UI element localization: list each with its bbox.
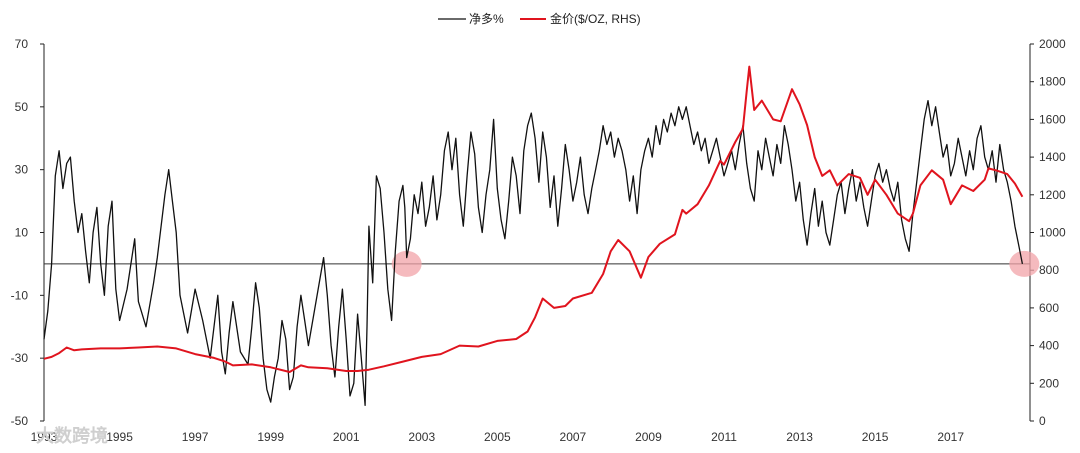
- x-tick-label: 1997: [182, 430, 209, 444]
- right-tick-label: 0: [1039, 414, 1046, 428]
- left-tick-label: 70: [15, 37, 29, 51]
- x-tick-label: 2001: [333, 430, 360, 444]
- left-tick-label: 50: [15, 100, 29, 114]
- right-tick-label: 1800: [1039, 75, 1066, 89]
- x-tick-label: 1999: [257, 430, 284, 444]
- legend-label-net-long: 净多%: [469, 12, 504, 26]
- left-tick-label: -30: [11, 351, 29, 365]
- x-tick-label: 2007: [560, 430, 587, 444]
- right-tick-label: 1200: [1039, 188, 1066, 202]
- right-tick-label: 200: [1039, 376, 1059, 390]
- series-line-gold-price: [43, 65, 1024, 373]
- series-line-net-long: [43, 99, 1024, 406]
- highlight-circle: [1009, 250, 1040, 277]
- right-tick-label: 600: [1039, 301, 1059, 315]
- x-tick-label: 1995: [106, 430, 133, 444]
- right-tick-label: 2000: [1039, 37, 1066, 51]
- left-tick-label: 30: [15, 163, 29, 177]
- right-tick-label: 1600: [1039, 112, 1066, 126]
- highlight-circle: [391, 250, 422, 277]
- watermark-text: 大数跨境: [36, 425, 108, 447]
- x-tick-label: 1993: [31, 430, 58, 444]
- x-tick-label: 2013: [786, 430, 813, 444]
- x-tick-label: 2015: [862, 430, 889, 444]
- x-tick-label: 2009: [635, 430, 662, 444]
- left-tick-label: -50: [11, 414, 29, 428]
- right-tick-label: 800: [1039, 263, 1059, 277]
- right-tick-label: 400: [1039, 339, 1059, 353]
- x-tick-label: 2003: [408, 430, 435, 444]
- legend-label-gold-price: 金价($/OZ, RHS): [550, 11, 641, 26]
- x-tick-label: 2005: [484, 430, 511, 444]
- legend: 净多% 金价($/OZ, RHS): [438, 11, 641, 26]
- plot-area: [43, 65, 1040, 406]
- axes: 70503010-10-30-5020001800160014001200100…: [11, 37, 1066, 444]
- left-tick-label: -10: [11, 288, 29, 302]
- x-tick-label: 2017: [937, 430, 964, 444]
- right-tick-label: 1000: [1039, 226, 1066, 240]
- left-tick-label: 10: [15, 226, 29, 240]
- x-tick-label: 2011: [711, 430, 737, 444]
- right-tick-label: 1400: [1039, 150, 1066, 164]
